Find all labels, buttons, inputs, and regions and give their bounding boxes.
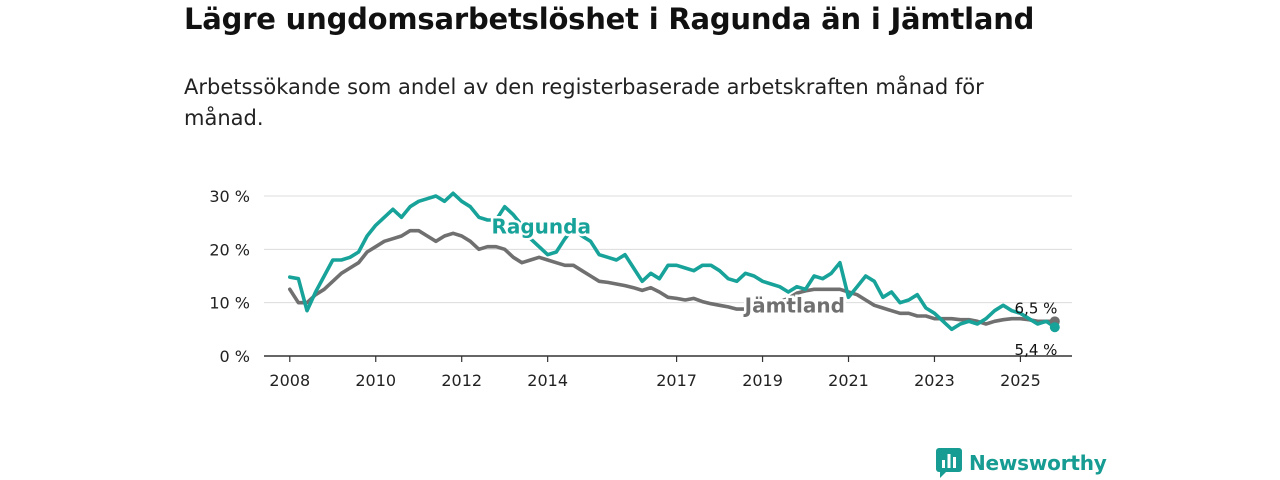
end-value-label: 5,4 %: [1015, 341, 1058, 359]
series-label: Jämtland: [743, 293, 845, 317]
x-tick-label: 2012: [441, 371, 482, 390]
x-tick-label: 2025: [1000, 371, 1041, 390]
x-tick-label: 2021: [828, 371, 869, 390]
newsworthy-logo-icon: [936, 448, 962, 478]
y-tick-label: 0 %: [220, 347, 250, 366]
brand-name: Newsworthy: [969, 451, 1107, 475]
x-tick-label: 2017: [656, 371, 697, 390]
newsworthy-logo[interactable]: Newsworthy: [936, 448, 1107, 478]
end-value-label: 6,5 %: [1015, 299, 1058, 317]
y-tick-label: 10 %: [209, 294, 250, 313]
x-tick-label: 2023: [914, 371, 955, 390]
x-tick-label: 2010: [355, 371, 396, 390]
x-tick-label: 2014: [527, 371, 568, 390]
chart-subtitle: Arbetssökande som andel av den registerb…: [184, 75, 984, 130]
series-label: Ragunda: [491, 214, 591, 238]
x-tick-label: 2019: [742, 371, 783, 390]
series-line-jamtland: [288, 228, 1057, 326]
y-tick-label: 20 %: [209, 240, 250, 259]
end-point-ragunda: [1049, 322, 1060, 333]
y-tick-label: 30 %: [209, 187, 250, 206]
x-tick-label: 2008: [269, 371, 310, 390]
chart-title: Lägre ungdomsarbetslöshet i Ragunda än i…: [184, 2, 1035, 36]
series-line-ragunda: [288, 191, 1057, 332]
